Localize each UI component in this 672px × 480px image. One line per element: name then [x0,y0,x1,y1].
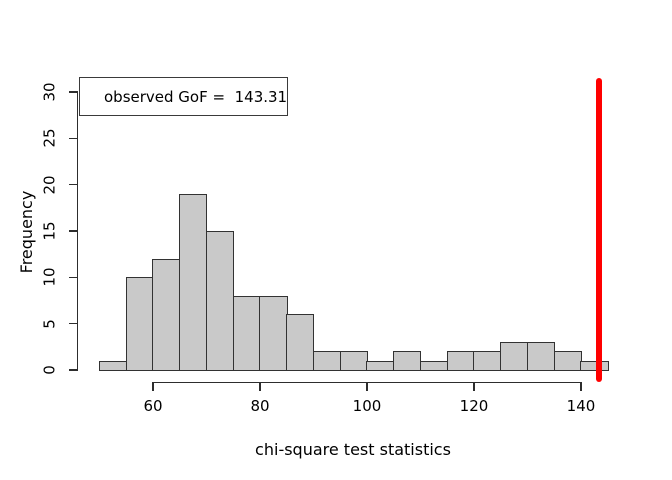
y-tick-label: 0 [40,365,59,375]
x-tick-label: 140 [566,397,596,415]
x-tick-label: 60 [143,397,163,415]
histogram-bar [446,351,475,372]
histogram-bar [312,351,341,372]
y-tick-label: 30 [40,82,59,102]
y-tick [69,91,77,93]
histogram-bar [580,360,609,372]
histogram-bar [152,258,181,372]
observed-gof-line [595,78,602,382]
histogram-bar [205,230,234,372]
y-axis-title: Frequency [17,190,36,274]
y-tick-label: 5 [40,318,59,329]
y-tick [69,369,77,371]
x-tick-label: 120 [459,397,489,415]
histogram-bar [473,351,502,372]
histogram-bar [179,193,208,372]
y-tick-label: 25 [40,128,59,148]
histogram-bar [393,351,422,372]
histogram-bar [366,360,395,372]
x-axis-title: chi-square test statistics [255,440,451,459]
histogram-bar [232,295,261,372]
x-tick [259,383,261,391]
y-tick-label: 20 [40,175,59,195]
histogram-bar [500,342,529,372]
histogram-bar [286,314,315,372]
legend-box: observed GoF = 143.31 [79,77,288,116]
histogram-bar [339,351,368,372]
y-tick [69,183,77,186]
y-tick [69,230,77,232]
histogram-bar [419,360,448,372]
histogram-bar [98,360,127,372]
histogram-bar [553,351,582,372]
y-tick [69,137,77,140]
y-tick [69,322,77,325]
x-tick [152,383,154,391]
legend-label: observed GoF = 143.31 [104,87,288,106]
y-axis-line [76,91,78,371]
histogram-bar [125,277,154,372]
histogram-bar [259,295,288,372]
y-tick-label: 10 [40,267,59,287]
x-tick [473,383,475,391]
x-tick [580,383,582,391]
x-tick [366,383,368,391]
x-axis-line [152,381,582,383]
x-tick-label: 80 [250,397,270,415]
histogram-bar [526,342,555,372]
y-tick [69,276,77,279]
x-tick-label: 100 [352,397,382,415]
y-tick-label: 15 [40,221,59,241]
